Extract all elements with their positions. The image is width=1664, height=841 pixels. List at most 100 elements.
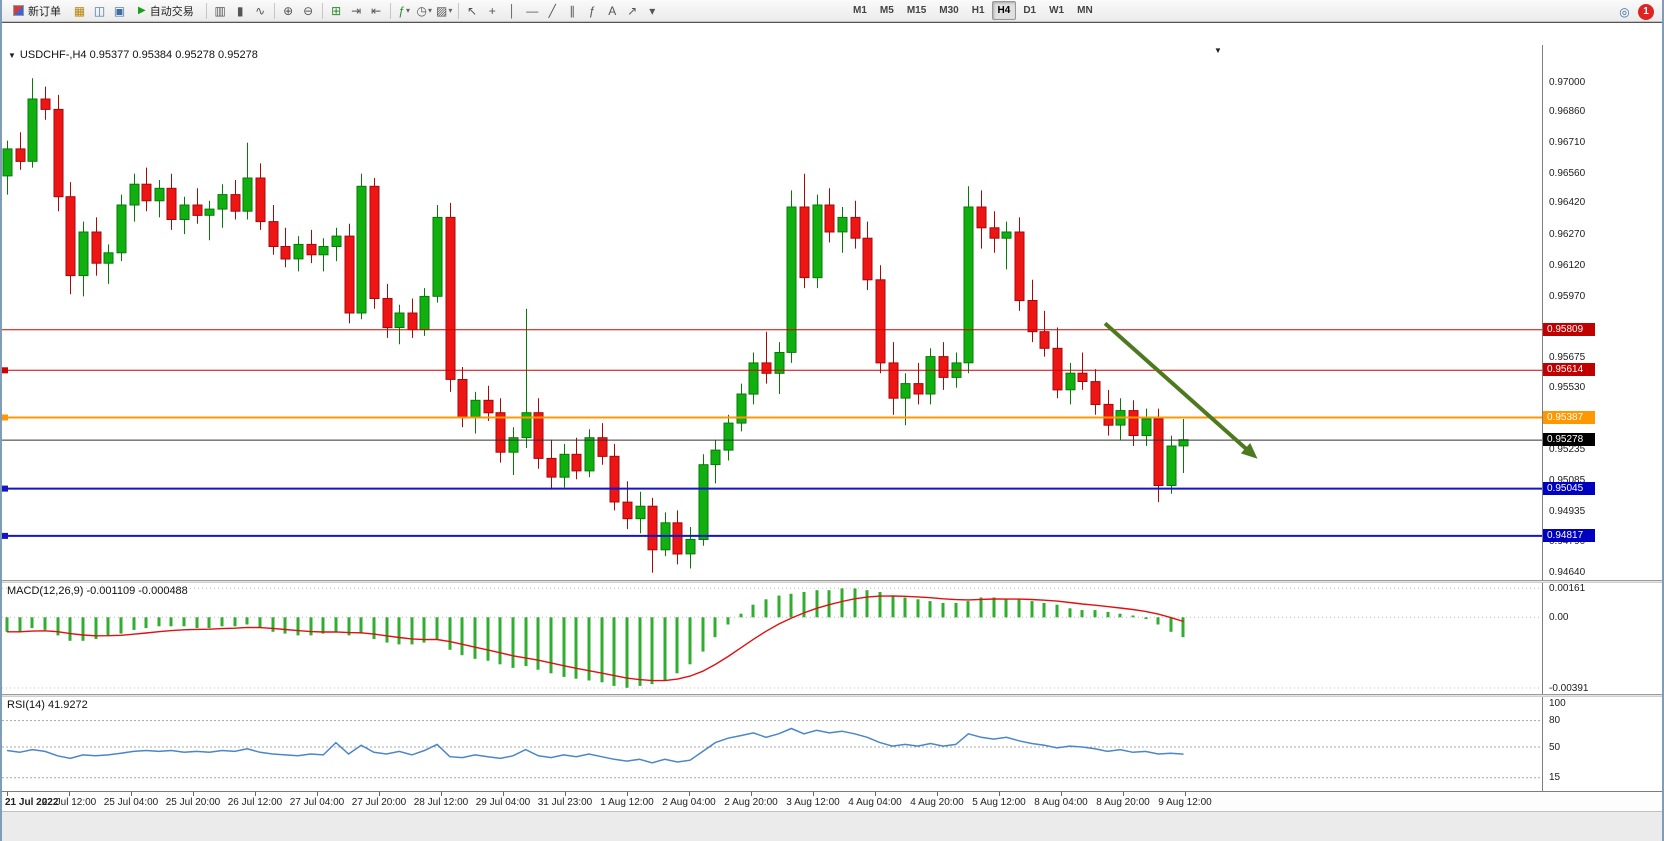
price-axis-label: 0.96420 — [1549, 197, 1586, 209]
time-axis-tick — [69, 792, 70, 796]
price-axis-label: 0.95675 — [1549, 352, 1586, 364]
periods-icon-dropdown[interactable]: ▾ — [427, 6, 432, 15]
text-icon[interactable]: A — [608, 3, 617, 18]
timeframe-button-d1[interactable]: D1 — [1023, 5, 1037, 16]
time-axis-tick — [1185, 792, 1186, 796]
price-axis-label: 0.96860 — [1549, 106, 1586, 117]
market-watch-icon[interactable]: ▦ — [73, 3, 86, 18]
arrow-object-icon[interactable]: ↗ — [627, 3, 638, 18]
play-icon: ▶ — [138, 5, 146, 16]
new-order-button[interactable]: 新订单 — [6, 1, 68, 20]
indicators-icon[interactable]: ƒ ▾ — [398, 3, 411, 18]
time-axis-tick — [813, 792, 814, 796]
time-axis[interactable]: 21 Jul 2022 22 Jul 12:00 25 Jul 04:00 25 Ju… — [2, 791, 1662, 811]
panel-separator-rsi[interactable] — [2, 694, 1662, 697]
timeframe-button-m15[interactable]: M15 — [906, 5, 927, 16]
navigator-icon[interactable]: ◫ — [93, 3, 106, 18]
time-axis-label: 5 Aug 12:00 — [972, 797, 1026, 808]
crosshair-icon[interactable]: + — [488, 3, 496, 18]
objects-dropdown-icon[interactable]: ▾ — [649, 3, 656, 18]
candlestick-chart-icon[interactable]: ▮ — [236, 3, 244, 18]
auto-scroll-icon[interactable]: ⇥ — [351, 3, 362, 18]
community-icon[interactable]: ◎ — [1619, 4, 1630, 19]
time-axis-tick — [875, 792, 876, 796]
zoom-in-icon[interactable]: ⊕ — [283, 3, 294, 18]
tile-windows-icon[interactable]: ⊞ — [331, 3, 342, 18]
timeframe-button-m30[interactable]: M30 — [939, 5, 959, 16]
auto-trading-button[interactable]: ▶ 自动交易 — [131, 1, 201, 20]
zoom-out-icon[interactable]: ⊖ — [303, 3, 314, 18]
price-axis-label: 0.94640 — [1549, 567, 1586, 579]
timeframe-button-m1[interactable]: M1 — [853, 5, 867, 16]
terminal-icon[interactable]: ▣ — [113, 3, 126, 18]
rsi-label: RSI(14) 41.9272 — [7, 699, 88, 711]
toolbar-separator — [321, 2, 323, 19]
time-axis-tick — [1123, 792, 1124, 796]
time-axis-label: 3 Aug 12:00 — [786, 797, 840, 808]
timeframe-button-w1[interactable]: W1 — [1049, 5, 1065, 16]
rsi-axis-label: 80 — [1549, 715, 1561, 727]
toolbar-separator — [389, 2, 391, 19]
bottom-strip — [2, 811, 1662, 841]
price-chart-canvas[interactable] — [2, 45, 1542, 581]
toolbar-right-group: ◎ 1 — [1615, 2, 1654, 21]
vertical-line-icon[interactable]: │ — [508, 3, 516, 18]
time-axis-label: 2 Aug 20:00 — [724, 797, 778, 808]
time-axis-label: 9 Aug 12:00 — [1158, 797, 1212, 808]
time-axis-label: 26 Jul 12:00 — [227, 797, 283, 808]
toolbar-separator — [205, 2, 207, 19]
new-order-icon — [13, 5, 24, 16]
rsi-panel-canvas[interactable] — [2, 697, 1542, 790]
horizontal-line-icon[interactable]: — — [526, 3, 539, 18]
notification-badge[interactable]: 1 — [1638, 3, 1654, 20]
toolbar-separator — [273, 2, 275, 19]
time-axis-tick — [255, 792, 256, 796]
time-axis-tick — [565, 792, 566, 796]
bar-chart-icon[interactable]: ▥ — [214, 3, 226, 18]
resistance-line-2-badge: 0.95614 — [1543, 363, 1595, 377]
panel-separator-macd[interactable] — [2, 580, 1662, 583]
templates-icon-dropdown[interactable]: ▾ — [448, 6, 453, 15]
time-axis-label: 21 Jul 2022 — [5, 797, 59, 808]
support-line-blue-1-badge: 0.95045 — [1543, 481, 1595, 495]
price-axis-label: 0.95970 — [1549, 290, 1586, 302]
macd-axis-label: 0.00161 — [1549, 582, 1586, 594]
price-axis-label: 0.97000 — [1549, 76, 1586, 88]
line-chart-icon[interactable]: ∿ — [255, 3, 266, 18]
time-axis-label: 27 Jul 04:00 — [289, 797, 345, 808]
trendline-icon[interactable]: ╱ — [548, 3, 556, 18]
time-axis-label: 1 Aug 12:00 — [600, 797, 654, 808]
indicators-icon-dropdown[interactable]: ▾ — [406, 6, 411, 15]
time-axis-label: 29 Jul 04:00 — [475, 797, 531, 808]
periods-icon[interactable]: ◷ ▾ — [416, 3, 432, 18]
chart-shift-icon[interactable]: ⇤ — [371, 3, 382, 18]
time-axis-label: 8 Aug 20:00 — [1096, 797, 1150, 808]
cursor-icon[interactable]: ↖ — [467, 3, 478, 18]
rsi-axis-label: 100 — [1549, 697, 1566, 709]
time-axis-label: 4 Aug 20:00 — [910, 797, 964, 808]
macd-panel-canvas[interactable] — [2, 583, 1542, 695]
rsi-axis-label: 15 — [1549, 772, 1561, 784]
time-axis-tick — [1061, 792, 1062, 796]
timeframe-button-h4[interactable]: H4 — [991, 1, 1017, 20]
chart-shift-marker[interactable]: ▼ — [1214, 46, 1222, 55]
toolbar-separator — [457, 2, 459, 19]
time-axis-tick — [131, 792, 132, 796]
price-axis[interactable]: 0.97000 0.96860 0.96710 0.96560 0.96420 0.962… — [1542, 45, 1662, 791]
timeframe-button-h1[interactable]: H1 — [971, 5, 985, 16]
time-axis-label: 28 Jul 12:00 — [413, 797, 469, 808]
timeframe-button-m5[interactable]: M5 — [879, 5, 894, 16]
main-toolbar: 新订单 ▦ ◫ ▣ ▶ 自动交易 ▥ ▮ ∿ ⊕ ⊖ ⊞ ⇥ ⇤ ƒ ▾ ◷ ▾ ▨ ▾ ↖ + │ — ╱ ∥ ƒ A ↗ ▾ … — [2, 0, 1662, 22]
auto-trading-label: 自动交易 — [149, 5, 194, 18]
time-axis-tick — [193, 792, 194, 796]
fibonacci-icon[interactable]: ƒ — [588, 3, 596, 18]
current-price-line-badge: 0.95278 — [1543, 433, 1595, 447]
channel-icon[interactable]: ∥ — [569, 3, 576, 18]
timeframe-toolbar: M1 M5 M15 M30 H1 H4 D1 W1 MN — [847, 1, 1099, 20]
chart-dropdown-icon[interactable]: ▼ — [8, 50, 16, 60]
timeframe-button-mn[interactable]: MN — [1077, 5, 1093, 16]
templates-icon[interactable]: ▨ ▾ — [436, 3, 453, 18]
time-axis-tick — [379, 792, 380, 796]
macd-axis-label: 0.00 — [1549, 611, 1569, 623]
